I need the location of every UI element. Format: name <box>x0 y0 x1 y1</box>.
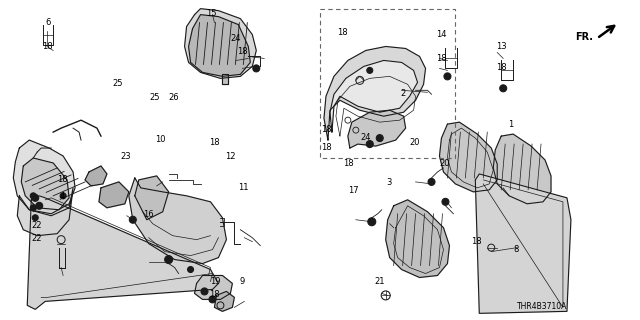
Text: 18: 18 <box>337 28 348 37</box>
Polygon shape <box>386 200 449 277</box>
Text: 15: 15 <box>207 9 217 18</box>
Circle shape <box>32 215 38 221</box>
Text: 18: 18 <box>321 125 332 134</box>
Text: 18: 18 <box>436 53 446 62</box>
Polygon shape <box>13 140 75 214</box>
Text: 4: 4 <box>60 192 65 201</box>
Text: 23: 23 <box>120 152 131 161</box>
Circle shape <box>32 194 39 201</box>
Circle shape <box>253 65 260 72</box>
Text: 22: 22 <box>31 221 42 230</box>
Text: 12: 12 <box>225 152 236 161</box>
Text: 19: 19 <box>210 276 220 285</box>
Polygon shape <box>348 110 406 148</box>
Text: 20: 20 <box>439 159 449 168</box>
Circle shape <box>442 198 449 205</box>
Text: FR.: FR. <box>575 32 593 42</box>
Text: 9: 9 <box>239 277 245 286</box>
Text: 16: 16 <box>143 210 153 219</box>
Text: 13: 13 <box>496 42 507 52</box>
Circle shape <box>368 218 376 226</box>
Circle shape <box>36 202 43 209</box>
Text: 18: 18 <box>496 63 507 72</box>
Polygon shape <box>129 178 227 264</box>
Polygon shape <box>195 276 232 300</box>
Polygon shape <box>184 9 256 78</box>
Circle shape <box>201 288 208 295</box>
Text: 10: 10 <box>156 135 166 144</box>
Polygon shape <box>330 60 417 132</box>
Polygon shape <box>476 174 571 313</box>
Circle shape <box>366 140 373 148</box>
Circle shape <box>428 179 435 185</box>
Circle shape <box>444 73 451 80</box>
Polygon shape <box>21 158 69 210</box>
Text: 20: 20 <box>409 138 420 147</box>
Polygon shape <box>440 122 497 192</box>
Text: 6: 6 <box>45 19 51 28</box>
Polygon shape <box>214 292 234 311</box>
Text: THR4B3710A: THR4B3710A <box>516 302 567 311</box>
Text: 18: 18 <box>237 47 248 56</box>
Text: 3: 3 <box>386 178 392 187</box>
Text: 18: 18 <box>209 290 220 299</box>
Text: 26: 26 <box>168 93 179 102</box>
Text: 24: 24 <box>230 35 241 44</box>
Circle shape <box>367 68 372 73</box>
Polygon shape <box>85 166 107 186</box>
Text: 17: 17 <box>348 186 359 195</box>
Circle shape <box>164 256 173 264</box>
Text: 2: 2 <box>400 89 406 98</box>
Text: 21: 21 <box>374 276 385 285</box>
Text: 18: 18 <box>344 159 354 168</box>
Polygon shape <box>324 46 426 140</box>
Circle shape <box>188 267 193 273</box>
Polygon shape <box>493 134 551 204</box>
Text: 18: 18 <box>56 175 67 184</box>
Text: 18: 18 <box>321 143 332 152</box>
Text: 24: 24 <box>360 133 371 142</box>
Text: 14: 14 <box>436 30 446 39</box>
Circle shape <box>60 193 66 199</box>
Text: 22: 22 <box>31 234 42 243</box>
Text: 18: 18 <box>43 42 53 52</box>
Circle shape <box>30 193 36 199</box>
Text: 11: 11 <box>238 183 249 192</box>
Text: 25: 25 <box>113 79 124 88</box>
Text: 18: 18 <box>209 138 220 147</box>
Bar <box>320 9 456 158</box>
Text: 8: 8 <box>513 245 519 254</box>
Circle shape <box>500 85 507 92</box>
Polygon shape <box>223 74 228 84</box>
Circle shape <box>376 135 383 141</box>
Text: 1: 1 <box>509 120 514 130</box>
Text: 18: 18 <box>471 237 481 246</box>
Text: 25: 25 <box>149 93 159 102</box>
Circle shape <box>30 205 36 211</box>
Circle shape <box>129 216 136 223</box>
Circle shape <box>209 296 216 303</box>
Polygon shape <box>28 196 218 309</box>
Polygon shape <box>17 188 73 236</box>
Polygon shape <box>99 182 129 208</box>
Polygon shape <box>135 176 169 220</box>
Polygon shape <box>189 15 250 76</box>
